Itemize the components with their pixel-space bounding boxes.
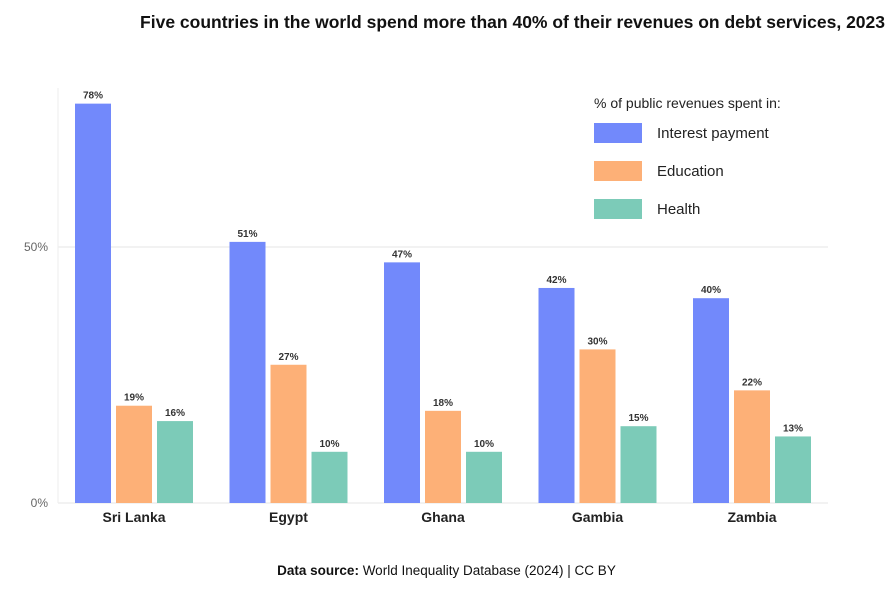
bar-data-label: 51%: [237, 229, 257, 240]
bar: [425, 410, 461, 503]
bar: [579, 349, 616, 503]
category-label: Zambia: [727, 509, 776, 525]
bar: [734, 390, 770, 503]
bar-data-label: 42%: [546, 275, 566, 286]
legend-swatch: [594, 199, 642, 219]
bar: [775, 436, 811, 503]
legend-swatch: [594, 123, 642, 143]
bar-data-label: 18%: [433, 398, 453, 409]
bar: [466, 451, 502, 503]
bar-data-label: 19%: [124, 393, 144, 404]
bar: [270, 364, 307, 503]
bar-data-label: 27%: [278, 352, 298, 363]
legend-label: Education: [657, 163, 724, 180]
bar-data-label: 30%: [587, 336, 607, 347]
y-tick-label: 50%: [24, 240, 48, 254]
legend-label: Interest payment: [657, 125, 770, 142]
bar: [229, 241, 266, 503]
bar-data-label: 10%: [474, 439, 494, 450]
bar-data-label: 47%: [392, 249, 412, 260]
legend-swatch: [594, 161, 642, 181]
bar-data-label: 40%: [701, 285, 721, 296]
bar-chart: 0% 50% 78% 19% 16% Sri Lanka 51% 27% 10% Egypt 47%…: [24, 88, 828, 525]
bar: [620, 426, 657, 503]
bar: [693, 298, 729, 503]
bar-data-label: 78%: [83, 91, 103, 102]
bar-data-label: 13%: [783, 423, 803, 434]
bar-data-label: 16%: [165, 408, 185, 419]
bar-data-label: 10%: [319, 439, 339, 450]
bar: [116, 405, 152, 503]
bar: [538, 287, 575, 503]
legend-label: Health: [657, 201, 700, 218]
bar-data-label: 22%: [742, 377, 762, 388]
bar: [311, 451, 348, 503]
category-label: Sri Lanka: [102, 509, 165, 525]
data-source: Data source: World Inequality Database (…: [0, 563, 893, 578]
y-tick-label: 0%: [31, 496, 49, 510]
category-label: Gambia: [572, 509, 624, 525]
bar-data-label: 15%: [628, 413, 648, 424]
bar: [75, 103, 111, 503]
source-label: Data source:: [277, 563, 359, 578]
legend-title: % of public revenues spent in:: [594, 95, 781, 111]
bar: [157, 421, 193, 503]
bar: [384, 262, 420, 503]
source-text: World Inequality Database (2024) | CC BY: [358, 563, 616, 578]
category-label: Ghana: [421, 509, 465, 525]
chart-title: Five countries in the world spend more t…: [140, 12, 885, 32]
category-label: Egypt: [269, 509, 308, 525]
